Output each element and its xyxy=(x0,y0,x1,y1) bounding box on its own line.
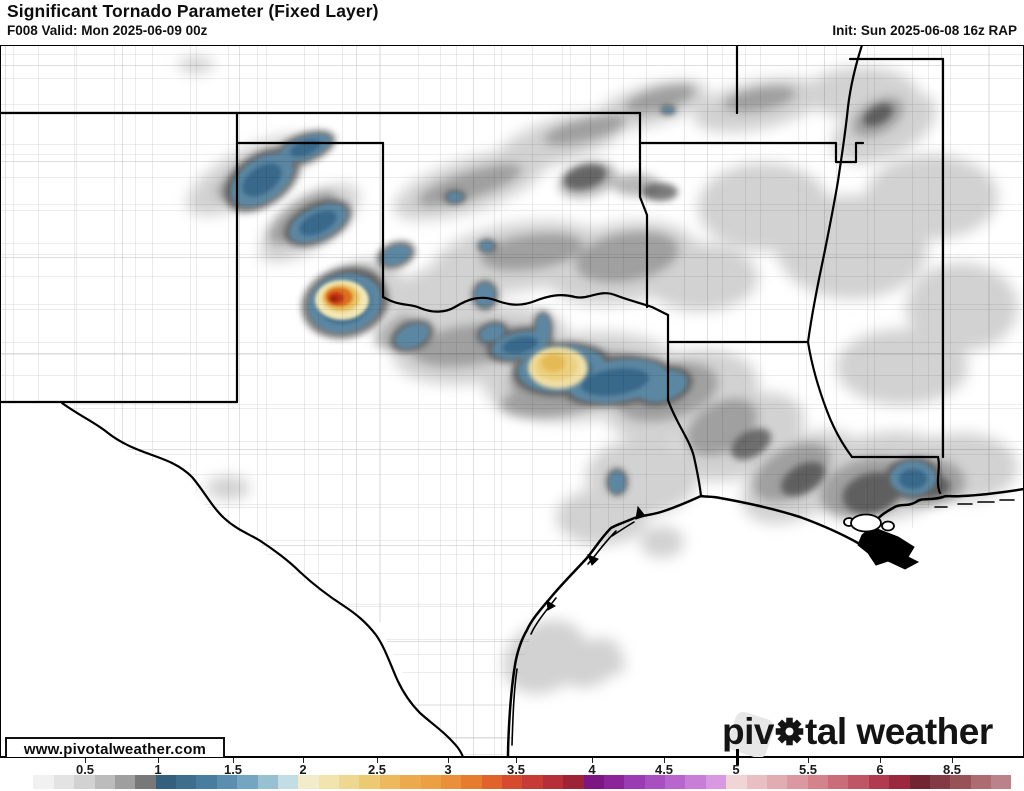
colorbar-tick xyxy=(808,758,809,763)
colorbar-segment xyxy=(563,775,584,789)
state-borders xyxy=(0,45,945,498)
colorbar-segment xyxy=(359,775,380,789)
colorbar-segment xyxy=(766,775,788,789)
gear-icon xyxy=(775,717,804,746)
colorbar-segment xyxy=(339,775,360,789)
colorbar-tick xyxy=(664,758,665,763)
colorbar-segment xyxy=(379,775,401,789)
colorbar-segment xyxy=(705,775,727,789)
colorbar-footer: 0.5 1 1.5 2 2.5 3 3.5 4 4.5 5 5.5 6 8.5 xyxy=(0,749,1024,791)
colorbar-segment xyxy=(685,775,706,789)
colorbar-tick xyxy=(377,758,378,763)
colorbar-tick xyxy=(448,758,449,763)
colorbar-segment xyxy=(237,775,258,789)
colorbar-segment xyxy=(461,775,482,789)
colorbar-segment xyxy=(542,775,564,789)
colorbar-segment xyxy=(726,775,747,789)
colorbar-segment xyxy=(929,775,951,789)
colorbar-segment xyxy=(481,775,502,789)
colorbar-label: 4 xyxy=(588,762,596,777)
colorbar-segment xyxy=(828,775,849,789)
colorbar-label: 4.5 xyxy=(654,762,674,777)
logo-text-left: piv xyxy=(722,711,774,752)
colorbar-tick xyxy=(592,758,593,763)
colorbar-label: 0.5 xyxy=(75,762,95,777)
colorbar-segment xyxy=(94,775,115,789)
colorbar-segment xyxy=(583,775,604,789)
barrier-islands xyxy=(511,499,1015,746)
colorbar-segment xyxy=(298,775,319,789)
colorbar-tick xyxy=(158,758,159,763)
colorbar-segment xyxy=(644,775,665,789)
colorbar-label: 5 xyxy=(732,762,740,777)
colorbar-segment xyxy=(13,775,34,789)
colorbar-label: 5.5 xyxy=(798,762,818,777)
colorbar-label: 2.5 xyxy=(367,762,387,777)
colorbar xyxy=(13,775,1012,789)
colorbar-label: 1.5 xyxy=(223,762,243,777)
init-time-label: Init: Sun 2025-06-08 16z RAP xyxy=(832,23,1017,38)
colorbar-segment xyxy=(135,775,156,789)
colorbar-tick xyxy=(516,758,517,763)
colorbar-tick xyxy=(85,758,86,763)
colorbar-segment xyxy=(420,775,441,789)
logo-text-right: tal weather xyxy=(804,711,993,752)
colorbar-segment xyxy=(196,775,217,789)
colorbar-segment xyxy=(502,775,523,789)
colorbar-segment xyxy=(848,775,869,789)
colorbar-segment xyxy=(624,775,645,789)
pivotal-weather-logo: piv tal weather xyxy=(722,711,1022,757)
mississippi-river-border xyxy=(806,45,864,459)
colorbar-segment xyxy=(53,775,75,789)
page-title: Significant Tornado Parameter (Fixed Lay… xyxy=(7,1,379,21)
colorbar-segment xyxy=(176,775,197,789)
colorbar-threshold-tick xyxy=(736,749,739,765)
colorbar-segment xyxy=(665,775,686,789)
colorbar-segment xyxy=(257,775,278,789)
valid-time-label: F008 Valid: Mon 2025-06-09 00z xyxy=(7,23,208,38)
weather-map xyxy=(0,45,1024,757)
colorbar-segment xyxy=(318,775,339,789)
colorbar-segment xyxy=(155,775,176,789)
colorbar-segment xyxy=(522,775,543,789)
colorbar-segment xyxy=(603,775,625,789)
colorbar-segment xyxy=(950,775,971,789)
colorbar-label: 8.5 xyxy=(942,762,962,777)
stp-map-canvas xyxy=(0,45,1024,757)
colorbar-tick xyxy=(233,758,234,763)
colorbar-segment xyxy=(33,775,54,789)
rio-grande-border xyxy=(60,401,465,757)
colorbar-segment xyxy=(400,775,421,789)
sabine-river-border xyxy=(666,398,703,498)
red-river-border xyxy=(381,292,670,317)
colorbar-segment xyxy=(970,775,991,789)
colorbar-tick xyxy=(880,758,881,763)
colorbar-segment xyxy=(991,775,1012,789)
colorbar-segment xyxy=(889,775,910,789)
colorbar-segment xyxy=(440,775,462,789)
colorbar-label: 3.5 xyxy=(506,762,526,777)
mississippi-delta xyxy=(546,505,920,611)
colorbar-label: 2 xyxy=(299,762,307,777)
colorbar-label: 1 xyxy=(154,762,162,777)
colorbar-segment xyxy=(114,775,136,789)
colorbar-segment xyxy=(216,775,238,789)
colorbar-tick xyxy=(303,758,304,763)
colorbar-segment xyxy=(277,775,299,789)
colorbar-segment xyxy=(868,775,890,789)
colorbar-tick xyxy=(952,758,953,763)
colorbar-segment xyxy=(746,775,767,789)
header: Significant Tornado Parameter (Fixed Lay… xyxy=(0,0,1024,45)
colorbar-label: 6 xyxy=(876,762,884,777)
colorbar-label: 3 xyxy=(444,762,452,777)
colorbar-segment xyxy=(807,775,828,789)
colorbar-segment xyxy=(74,775,95,789)
lake-pontchartrain xyxy=(843,513,895,533)
colorbar-segment xyxy=(909,775,930,789)
colorbar-segment xyxy=(787,775,808,789)
